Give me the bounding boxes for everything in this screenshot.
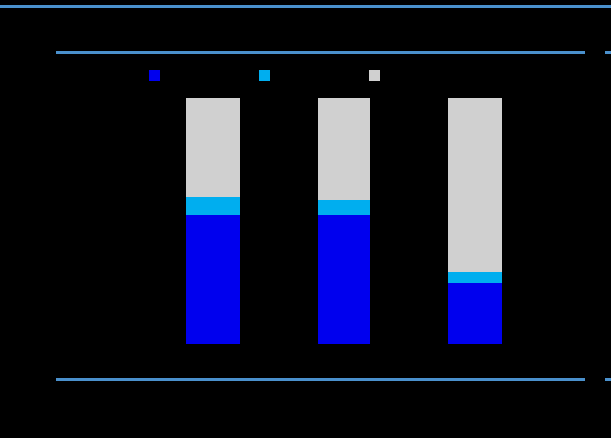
legend-entry-1[interactable] [259,68,276,82]
legend-swatch-icon-0 [149,69,160,81]
bar-segment-0-0[interactable] [186,215,240,344]
bar-segment-2-2[interactable] [448,98,502,272]
bar-column-0[interactable] [186,98,240,344]
bar-segment-1-0[interactable] [318,215,370,344]
bar-segment-2-1[interactable] [448,271,502,283]
legend-entry-0[interactable] [149,68,166,82]
plot-area [56,98,585,344]
header-divider-rule-stub [605,51,611,54]
bar-column-2[interactable] [448,98,502,344]
header-divider-rule [56,51,585,54]
footer-divider-rule-stub [605,378,611,381]
bar-segment-1-2[interactable] [318,98,370,201]
footer-divider-rule [56,378,585,381]
bar-column-1[interactable] [318,98,370,344]
legend-entry-2[interactable] [369,68,386,82]
bar-segment-2-0[interactable] [448,283,502,344]
legend-swatch-icon-2 [369,69,380,81]
top-divider-rule [0,5,611,8]
bar-segment-0-1[interactable] [186,197,240,216]
chart-legend [0,68,611,82]
legend-swatch-icon-1 [259,69,270,81]
bar-segment-0-2[interactable] [186,98,240,198]
bar-segment-1-1[interactable] [318,200,370,216]
